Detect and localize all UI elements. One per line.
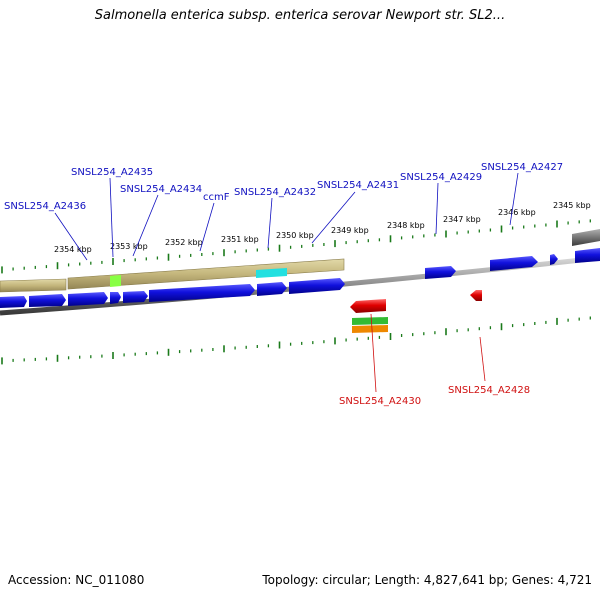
gene-label-a2431[interactable]: SNSL254_A2431	[317, 180, 399, 191]
gene-label-a2428[interactable]: SNSL254_A2428	[448, 385, 530, 396]
reverse-genes	[350, 290, 482, 313]
leader-line	[132, 194, 159, 257]
forward-gene-arrow[interactable]	[149, 284, 255, 302]
forward-gene-arrow[interactable]	[29, 294, 66, 307]
gene-label-a2429[interactable]: SNSL254_A2429	[400, 172, 482, 183]
forward-leader-lines	[54, 172, 519, 261]
forward-gene-arrow[interactable]	[289, 278, 345, 294]
forward-gene-arrow[interactable]	[257, 282, 287, 296]
leader-line	[199, 202, 215, 252]
green-feature	[352, 317, 388, 325]
forward-gene-arrow[interactable]	[123, 291, 148, 303]
leader-line	[311, 191, 356, 244]
grey-feature	[572, 229, 600, 246]
forward-gene-arrow[interactable]	[68, 292, 108, 306]
gene-label-ccmf[interactable]: ccmF	[203, 192, 230, 203]
cyan-feature	[256, 268, 287, 278]
leader-line	[479, 336, 486, 382]
kbp-label-2347: 2347 kbp	[443, 215, 481, 224]
reverse-scale-ticks	[1, 316, 591, 365]
gene-label-a2430[interactable]: SNSL254_A2430	[339, 396, 421, 407]
leader-line	[267, 197, 273, 249]
genome-summary-label: Topology: circular; Length: 4,827,641 bp…	[262, 573, 592, 587]
kbp-label-2349: 2349 kbp	[331, 226, 369, 235]
leader-line	[435, 182, 439, 235]
kbp-label-2351: 2351 kbp	[221, 235, 259, 244]
forward-gene-arrow[interactable]	[425, 266, 456, 279]
reverse-gene-arrow[interactable]	[470, 290, 482, 301]
leader-line	[54, 212, 88, 261]
orange-feature	[352, 325, 388, 333]
forward-gene-arrow[interactable]	[110, 292, 121, 304]
genome-title: Salmonella enterica subsp. enterica sero…	[94, 8, 506, 23]
kbp-label-2348: 2348 kbp	[387, 221, 425, 230]
lime-feature	[110, 275, 121, 287]
forward-gene-arrow[interactable]	[550, 254, 558, 265]
kbp-label-2354: 2354 kbp	[54, 245, 92, 254]
gene-label-a2436[interactable]: SNSL254_A2436	[4, 201, 86, 212]
gene-label-a2435[interactable]: SNSL254_A2435	[71, 167, 153, 178]
leader-line	[370, 313, 377, 393]
kbp-label-2346: 2346 kbp	[498, 208, 536, 217]
gene-label-a2427[interactable]: SNSL254_A2427	[481, 162, 563, 173]
reverse-leader-lines	[370, 313, 486, 393]
leader-line	[509, 172, 519, 226]
gene-label-a2432[interactable]: SNSL254_A2432	[234, 187, 316, 198]
feature-band-main	[67, 258, 345, 290]
kbp-label-2353: 2353 kbp	[110, 242, 148, 251]
kbp-label-2350: 2350 kbp	[276, 231, 314, 240]
forward-gene-arrow[interactable]	[490, 256, 538, 271]
forward-gene-arrow[interactable]	[0, 296, 27, 308]
forward-gene-arrow[interactable]	[575, 248, 600, 263]
forward-genes	[0, 248, 600, 308]
leader-line	[109, 177, 114, 258]
feature-band-left	[0, 278, 67, 293]
gene-label-a2434[interactable]: SNSL254_A2434	[120, 184, 202, 195]
reverse-gene-arrow[interactable]	[350, 299, 386, 313]
accession-label: Accession: NC_011080	[8, 573, 145, 587]
kbp-label-2352: 2352 kbp	[165, 238, 203, 247]
kbp-label-2345: 2345 kbp	[553, 201, 591, 210]
forward-scale-ticks	[1, 219, 591, 274]
